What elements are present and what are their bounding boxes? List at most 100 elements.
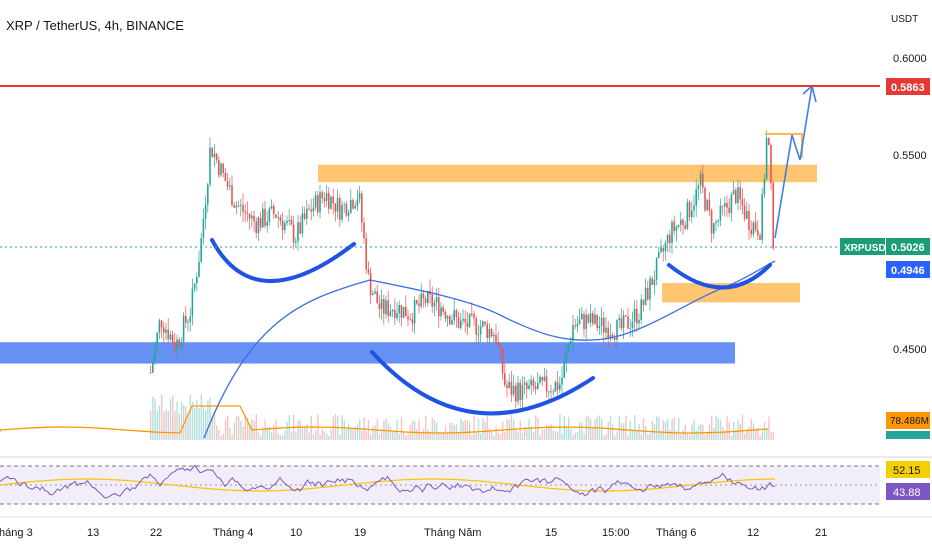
candle-body [237, 205, 240, 207]
candle-body [739, 187, 741, 200]
candle-body [176, 339, 178, 350]
price-tick-label: 0.5500 [893, 150, 927, 162]
candle-body [246, 212, 249, 214]
candle-body [594, 314, 596, 324]
volume-bar [647, 434, 649, 440]
candle-body [451, 320, 453, 325]
candle-body [365, 238, 367, 270]
volume-bar [768, 416, 770, 440]
candle-body [292, 224, 295, 243]
volume-bar [431, 418, 433, 440]
candle-body [347, 212, 350, 216]
volume-bar [220, 435, 222, 440]
candle-body [730, 194, 733, 214]
candle-body [539, 376, 541, 383]
candle-body [523, 382, 526, 385]
volume-bar [603, 435, 605, 440]
currency-label: USDT [891, 14, 918, 25]
candle-body [433, 302, 436, 307]
candle-body [387, 300, 389, 316]
candle-body [468, 313, 471, 327]
volume-bar [345, 428, 348, 440]
volume-bar [735, 430, 737, 440]
candle-body [281, 221, 284, 231]
volume-bar [196, 399, 198, 440]
candle-body [636, 308, 638, 324]
volume-bar [227, 415, 229, 440]
volume-bar [656, 416, 658, 440]
volume-bar [730, 435, 733, 440]
candle-body [158, 320, 161, 333]
volume-bar [218, 429, 220, 440]
volume-bar [224, 419, 227, 440]
volume-bar [416, 428, 418, 440]
candle-body [625, 315, 627, 317]
candle-body [402, 306, 405, 318]
candle-body [231, 185, 233, 206]
candle-body [704, 187, 706, 211]
candle-body [350, 199, 352, 213]
volume-bar [546, 425, 548, 440]
volume-bar [748, 426, 750, 440]
volume-bar [638, 423, 640, 440]
candle-body [669, 234, 671, 244]
candle-body [541, 376, 543, 381]
candle-body [275, 214, 277, 218]
candle-body [321, 192, 323, 199]
volume-bar [400, 416, 403, 440]
volume-bar [392, 430, 394, 440]
volume-bar [266, 427, 268, 440]
volume-bar [473, 415, 475, 440]
candle-body [244, 211, 246, 213]
volume-bar [297, 420, 299, 440]
volume-bar [684, 424, 686, 440]
volume-bar [339, 434, 341, 440]
candle-body [462, 319, 464, 321]
candle-body [169, 334, 172, 340]
volume-bar [499, 434, 502, 440]
candle-body [449, 316, 451, 325]
ma-price-text: 0.4946 [891, 265, 925, 277]
candle-body [301, 213, 304, 234]
candle-body [297, 222, 299, 242]
rsi-ma-tag: 52.15 [886, 461, 930, 478]
volume-bar [722, 426, 724, 440]
candle-body [561, 377, 563, 385]
volume-bar [711, 415, 713, 440]
volume-bar [381, 430, 383, 440]
volume-bar [510, 414, 513, 440]
volume-bar [719, 420, 722, 440]
volume-bar [766, 428, 768, 440]
left-cup-curve [210, 238, 356, 283]
candle-body [273, 205, 275, 215]
volume-bar [728, 421, 730, 440]
candle-body [167, 329, 169, 340]
volume-bar [689, 434, 691, 440]
candle-body [479, 326, 482, 335]
volume-bar [537, 417, 539, 440]
candle-body [358, 193, 361, 200]
candle-body [312, 207, 315, 212]
candle-body [182, 315, 185, 343]
candle-body [501, 348, 504, 374]
candle-body [354, 205, 356, 209]
volume-bar [759, 435, 761, 440]
candle-body [673, 221, 675, 232]
candle-body [589, 313, 592, 323]
volume-bar [462, 421, 464, 440]
volume-bar [662, 420, 664, 440]
candle-body [222, 163, 224, 173]
candle-body [567, 344, 570, 352]
candle-body [490, 329, 493, 337]
candle-body [605, 327, 607, 333]
candle-body [677, 224, 680, 227]
candle-body [578, 319, 581, 325]
candle-body [438, 296, 440, 317]
candle-body [651, 278, 653, 285]
volume-bar [255, 414, 257, 440]
candle-body [609, 334, 612, 339]
candle-body [757, 230, 759, 236]
candle-body [420, 293, 422, 307]
